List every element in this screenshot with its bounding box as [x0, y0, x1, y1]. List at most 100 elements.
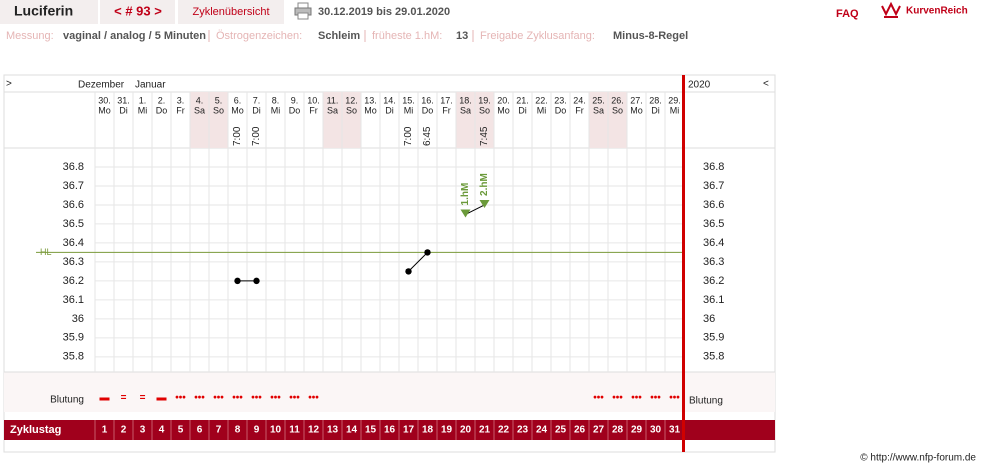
cycle-day: 5 — [178, 425, 184, 436]
weekday-label: So — [346, 105, 357, 115]
weekend-shade — [323, 92, 342, 148]
cycle-day: 19 — [441, 425, 453, 436]
day-label: 5. — [215, 95, 223, 105]
day-label: 12. — [345, 95, 358, 105]
weekday-label: Mi — [670, 105, 680, 115]
cycle-day: 13 — [327, 425, 339, 436]
weekday-label: Mi — [271, 105, 281, 115]
time-label: 7:00 — [232, 126, 243, 146]
day-label: 22. — [535, 95, 548, 105]
y-tick-label: 35.9 — [63, 332, 84, 344]
cycle-day: 17 — [403, 425, 415, 436]
temperature-point — [234, 277, 241, 285]
weekend-shade — [342, 92, 361, 148]
hm-label: 1.hM — [460, 183, 471, 206]
hm-label: 2.hM — [479, 173, 490, 196]
day-label: 31. — [117, 95, 130, 105]
cycle-day: 1 — [102, 425, 108, 436]
hm-marker — [479, 199, 490, 208]
weekday-label: Sa — [327, 105, 338, 115]
cycle-nav[interactable]: < # 93 > — [114, 3, 162, 18]
cycle-day: 18 — [422, 425, 434, 436]
day-label: 16. — [421, 95, 434, 105]
weekday-label: Di — [252, 105, 261, 115]
bleeding-mark: ••• — [308, 393, 319, 404]
weekday-label: Mi — [537, 105, 547, 115]
faq-link[interactable]: FAQ — [836, 8, 859, 20]
y-tick-label: 36.2 — [63, 275, 84, 287]
bleeding-mark: ••• — [631, 393, 642, 404]
day-label: 26. — [611, 95, 624, 105]
cycle-day: 12 — [308, 425, 320, 436]
cycle-day: 11 — [289, 425, 300, 436]
cycle-day: 30 — [650, 425, 662, 436]
bleeding-row — [4, 372, 775, 412]
temperature-point — [405, 268, 412, 275]
nav-box[interactable] — [100, 0, 175, 24]
cycle-day: 23 — [517, 425, 529, 436]
cycle-day: 10 — [270, 425, 282, 436]
setting-label: früheste 1.hM: — [372, 30, 442, 42]
day-label: 30. — [98, 95, 111, 105]
time-label: 7:45 — [479, 126, 490, 146]
day-label: 7. — [253, 95, 261, 105]
nav-left[interactable]: > — [6, 79, 12, 90]
bleeding-mark: ••• — [213, 393, 224, 404]
cycle-day: 29 — [631, 425, 643, 436]
weekday-label: Di — [651, 105, 660, 115]
setting-value: Schleim — [318, 30, 360, 42]
weekday-label: Mo — [497, 105, 510, 115]
setting-value: Minus-8-Regel — [613, 30, 688, 42]
y-tick-label: 36.7 — [63, 180, 84, 192]
temperature-point — [424, 249, 431, 256]
cycle-day: 9 — [254, 425, 260, 436]
overview-box[interactable] — [178, 0, 284, 24]
weekday-label: Do — [422, 105, 434, 115]
bleeding-mark: ••• — [270, 393, 281, 404]
weekday-label: Di — [385, 105, 394, 115]
cycle-day: 31 — [669, 425, 681, 436]
day-label: 11. — [327, 95, 339, 105]
weekday-label: So — [479, 105, 490, 115]
weekday-label: Mo — [630, 105, 643, 115]
weekend-shade — [209, 92, 228, 148]
weekday-label: Fr — [442, 105, 451, 115]
cycle-day-band — [684, 420, 775, 440]
bleeding-mark: ••• — [175, 393, 186, 404]
y-tick-label: 36.8 — [703, 161, 724, 173]
weekday-label: So — [213, 105, 224, 115]
setting-label: Östrogenzeichen: — [216, 30, 302, 42]
cycle-day: 22 — [498, 425, 510, 436]
bleeding-label: Blutung — [689, 396, 723, 407]
brand[interactable]: KurvenReich — [906, 6, 968, 17]
weekday-label: Mi — [138, 105, 148, 115]
time-label: 6:45 — [422, 126, 433, 146]
y-tick-label: 35.9 — [703, 332, 724, 344]
day-label: 2. — [158, 95, 166, 105]
weekday-label: Di — [119, 105, 128, 115]
year: 2020 — [688, 80, 711, 91]
cycle-day: 27 — [593, 425, 605, 436]
nav-right[interactable]: < — [763, 79, 769, 90]
time-label: 7:00 — [251, 126, 262, 146]
footer: © http://www.nfp-forum.de — [860, 453, 976, 464]
cycle-day: 7 — [216, 425, 222, 436]
print-icon[interactable] — [294, 2, 312, 20]
y-tick-label: 36 — [72, 313, 84, 325]
y-tick-label: 36.6 — [703, 199, 724, 211]
weekday-label: Mi — [404, 105, 414, 115]
bleeding-mark: ••• — [612, 393, 623, 404]
cycle-day: 25 — [555, 425, 567, 436]
setting-value: 13 — [456, 30, 468, 42]
weekday-label: Do — [156, 105, 168, 115]
day-label: 10. — [307, 95, 320, 105]
weekday-label: Fr — [309, 105, 318, 115]
y-tick-label: 36.5 — [63, 218, 84, 230]
day-label: 1. — [139, 95, 147, 105]
setting-label: Freigabe Zyklusanfang: — [480, 30, 595, 42]
overview-link[interactable]: Zyklenübersicht — [192, 6, 269, 18]
weekend-shade — [456, 92, 475, 148]
cycle-day-band — [4, 420, 684, 440]
weekend-shade — [589, 92, 608, 148]
